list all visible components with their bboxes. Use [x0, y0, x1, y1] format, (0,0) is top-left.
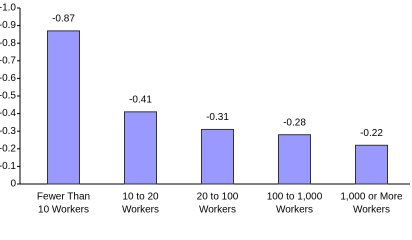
- x-tick-label: Fewer Than: [37, 192, 90, 203]
- value-label: -0.41: [129, 94, 152, 105]
- y-tick-label: -0.8: [0, 38, 16, 49]
- x-tick-label: 10 to 20: [122, 192, 159, 203]
- value-label: -0.28: [283, 117, 306, 128]
- y-tick-label: -0.9: [0, 20, 16, 31]
- y-tick-label: -0.7: [0, 55, 16, 66]
- bar: [201, 128, 234, 185]
- y-tick-label: -0.4: [0, 108, 16, 119]
- x-tick-label: 100 to 1,000: [267, 192, 323, 203]
- bar: [355, 144, 388, 185]
- bar: [124, 111, 157, 185]
- y-tick-label: -0.1: [0, 161, 16, 172]
- x-tick-label: Workers: [199, 205, 236, 216]
- y-tick-label: 0: [10, 179, 16, 190]
- x-tick-label: Workers: [122, 205, 159, 216]
- x-tick-label: 10 Workers: [38, 205, 89, 216]
- value-label: -0.31: [206, 112, 229, 123]
- bar: [278, 134, 311, 185]
- y-tick-label: -0.5: [0, 91, 16, 102]
- bar: [47, 30, 80, 185]
- x-tick-label: Workers: [353, 205, 390, 216]
- x-tick-label: Workers: [276, 205, 313, 216]
- value-label: -0.87: [52, 14, 75, 25]
- value-label: -0.22: [360, 128, 383, 139]
- y-tick-label: -0.2: [0, 143, 16, 154]
- x-tick-label: 1,000 or More: [340, 192, 403, 203]
- page: {"chart_data": {"type": "bar", "categori…: [0, 2, 410, 216]
- y-tick-label: -0.3: [0, 126, 16, 137]
- y-tick-label: -1.0: [0, 3, 16, 14]
- y-tick-label: -0.6: [0, 73, 16, 84]
- x-tick-label: 20 to 100: [197, 192, 239, 203]
- chart: -1.0 -0.9 -0.8 -0.7 -0.6 -0.5 -0.4 -0.3 -0.2 -0.1…: [0, 3, 410, 216]
